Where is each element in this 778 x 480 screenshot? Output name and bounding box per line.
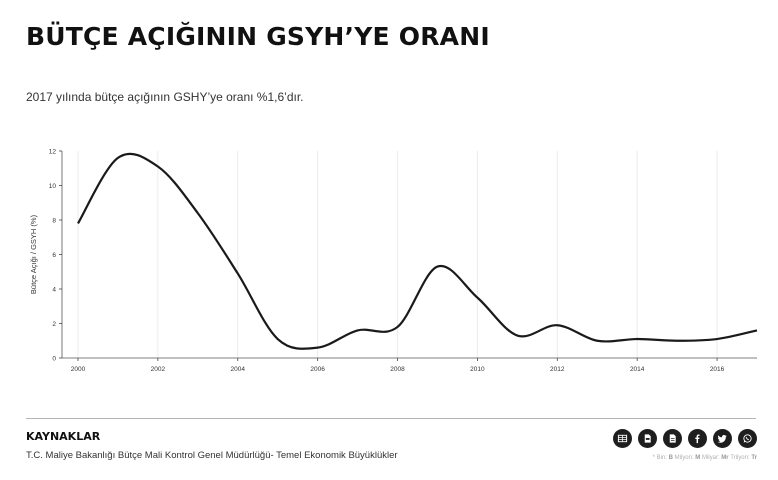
x-tick-label: 2010 [470,366,485,373]
footer-divider [26,418,756,419]
x-tick-label: 2004 [231,366,246,373]
sources-heading: KAYNAKLAR [26,430,101,443]
y-tick-label: 2 [52,321,56,328]
twitter-button[interactable] [713,429,732,448]
chart-series [77,152,758,350]
document-icon [669,434,676,443]
line-chart: 2000 2002 2004 2006 2008 2010 2012 2014 2016 0 2 4 6… [29,148,758,373]
whatsapp-icon [743,434,752,443]
facebook-icon [695,434,700,444]
y-tick-label: 0 [52,355,56,362]
series-line [77,152,758,350]
chart-axes: 2000 2002 2004 2006 2008 2010 2012 2014 2016 0 2 4 6… [49,148,757,373]
y-tick-label: 12 [49,148,57,155]
sources-text: T.C. Maliye Bakanlığı Bütçe Mali Kontrol… [26,450,398,461]
x-tick-label: 2008 [390,366,405,373]
pdf-icon [644,434,651,443]
twitter-icon [717,435,727,443]
page-title: BÜTÇE AÇIĞININ GSYH’YE ORANI [26,22,490,51]
x-tick-label: 2012 [550,366,565,373]
x-tick-label: 2002 [151,366,166,373]
page-subtitle: 2017 yılında bütçe açığının GSHY’ye oran… [26,90,304,104]
y-tick-label: 6 [52,252,56,259]
x-tick-label: 2014 [630,366,645,373]
document-button[interactable] [663,429,682,448]
pdf-button[interactable] [638,429,657,448]
y-tick-label: 10 [49,183,57,190]
y-axis-label: Bütçe Açığı / GSYH (%) [29,214,38,294]
whatsapp-button[interactable] [738,429,757,448]
chart-grid [77,151,718,358]
y-tick-label: 8 [52,217,56,224]
unit-legend: * Bin: B Milyon: M Milyar: Mr Trilyon: T… [652,455,757,461]
x-tick-label: 2006 [310,366,325,373]
x-tick-label: 2000 [71,366,86,373]
y-tick-label: 4 [52,286,56,293]
share-toolbar [613,429,757,448]
facebook-button[interactable] [688,429,707,448]
table-icon [617,434,628,443]
x-tick-label: 2016 [710,366,725,373]
table-button[interactable] [613,429,632,448]
